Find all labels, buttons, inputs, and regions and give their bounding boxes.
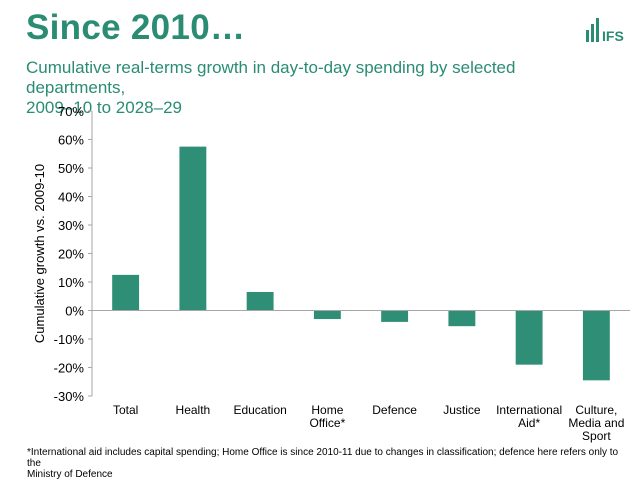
y-tick-label: -10% xyxy=(54,332,85,347)
x-tick-label: International Aid* xyxy=(496,403,562,430)
y-tick-label: 70% xyxy=(58,104,84,119)
x-tick-label-line: Total xyxy=(113,403,138,417)
x-tick-label-line: Aid* xyxy=(518,416,540,430)
bars xyxy=(112,146,610,381)
footnote-line-1: *International aid includes capital spen… xyxy=(27,447,619,469)
logo-bar-1 xyxy=(586,30,589,42)
y-axis-ticks: -30% -20% -10% 0% 10% 20% 30% 40% 50% 60% 70% xyxy=(54,104,92,404)
footnote: *International aid includes capital spen… xyxy=(27,447,627,480)
x-tick-label-line: Home xyxy=(311,403,343,417)
x-tick-label-line: Health xyxy=(176,403,211,417)
page-title: Since 2010… xyxy=(26,8,246,47)
y-tick-label: 30% xyxy=(58,218,84,233)
subtitle-line-1: Cumulative real-terms growth in day-to-d… xyxy=(26,58,516,97)
bar-chart: -30% -20% -10% 0% 10% 20% 30% 40% 50% 60% 70% Tota… xyxy=(32,104,630,443)
x-tick-label: Justice xyxy=(443,403,481,417)
x-tick-label-line: Defence xyxy=(372,403,417,417)
bar xyxy=(112,274,140,311)
x-tick-label-line: Justice xyxy=(443,403,481,417)
logo-text: IFS xyxy=(602,28,624,44)
x-axis-labels: Total Health Education Home Office* Defence Ju… xyxy=(113,403,624,443)
ifs-logo: IFS xyxy=(585,16,631,44)
x-tick-label: Health xyxy=(176,403,211,417)
y-tick-label: -20% xyxy=(54,361,85,376)
x-tick-label-line: Media and xyxy=(568,416,624,430)
x-tick-label-line: Education xyxy=(233,403,286,417)
x-tick-label: Home Office* xyxy=(309,403,345,430)
bar xyxy=(448,310,476,327)
y-axis-label: Cumulative growth vs. 2009-10 xyxy=(32,164,47,343)
logo-bar-3 xyxy=(596,18,599,42)
y-tick-label: 60% xyxy=(58,133,84,148)
ifs-logo-icon: IFS xyxy=(586,18,624,44)
chart-subtitle: Cumulative real-terms growth in day-to-d… xyxy=(26,58,616,118)
bar xyxy=(179,146,207,311)
x-tick-label-line: Culture, xyxy=(575,403,617,417)
y-tick-label: 0% xyxy=(65,304,84,319)
x-tick-label: Defence xyxy=(372,403,417,417)
x-tick-label-line: Sport xyxy=(582,429,611,443)
y-tick-label: 20% xyxy=(58,247,84,262)
y-tick-label: -30% xyxy=(54,389,85,404)
x-tick-label-line: International xyxy=(496,403,562,417)
subtitle-line-2: 2009–10 to 2028–29 xyxy=(26,98,182,117)
y-tick-label: 40% xyxy=(58,190,84,205)
bar xyxy=(246,291,274,311)
bar xyxy=(313,310,341,320)
bar xyxy=(515,310,543,365)
x-tick-label: Total xyxy=(113,403,138,417)
bar xyxy=(582,310,610,381)
x-tick-label-line: Office* xyxy=(309,416,345,430)
x-tick-label: Culture, Media and Sport xyxy=(568,403,624,443)
y-tick-label: 50% xyxy=(58,161,84,176)
logo-bar-2 xyxy=(591,24,594,42)
y-tick-label: 10% xyxy=(58,275,84,290)
x-tick-label: Education xyxy=(233,403,286,417)
bar xyxy=(381,310,409,322)
